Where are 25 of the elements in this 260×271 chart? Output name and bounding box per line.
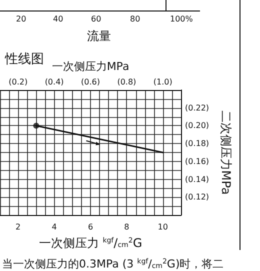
y-tick-label: (0.14)	[185, 174, 210, 184]
x2-tick-label: (0.8)	[117, 78, 136, 86]
x2-tick-label: (0.2)	[8, 78, 28, 86]
y-tick-label: (0.20)	[185, 121, 210, 130]
x-tick-label: 6	[88, 222, 94, 232]
x-tick-label: 4	[52, 222, 57, 232]
x2-axis-title: 一次侧压力MPa	[52, 60, 130, 73]
y-tick-label: (0.16)	[185, 156, 210, 166]
x2-tick-label: (0.6)	[81, 78, 100, 86]
text: 80	[130, 14, 140, 24]
chart-title: 性线图	[4, 52, 44, 67]
x-tick-label: 10	[158, 222, 168, 232]
x-tick-label: 8	[124, 222, 130, 232]
text: 20	[16, 14, 26, 24]
y-axis-title: 二次侧压力MPa	[218, 110, 233, 195]
x2-tick-label: (0.4)	[44, 78, 64, 86]
text: 100%	[170, 14, 194, 24]
y-tick-label: (0.22)	[185, 103, 210, 112]
x-tick-label: 2	[16, 222, 21, 232]
text: 40	[53, 14, 64, 24]
text: 流量	[87, 29, 111, 43]
y-tick-label: (0.12)	[185, 192, 210, 202]
x2-tick-label: (1.0)	[153, 78, 172, 86]
y-tick-label: (0.18)	[185, 139, 210, 148]
text: 60	[91, 14, 102, 24]
